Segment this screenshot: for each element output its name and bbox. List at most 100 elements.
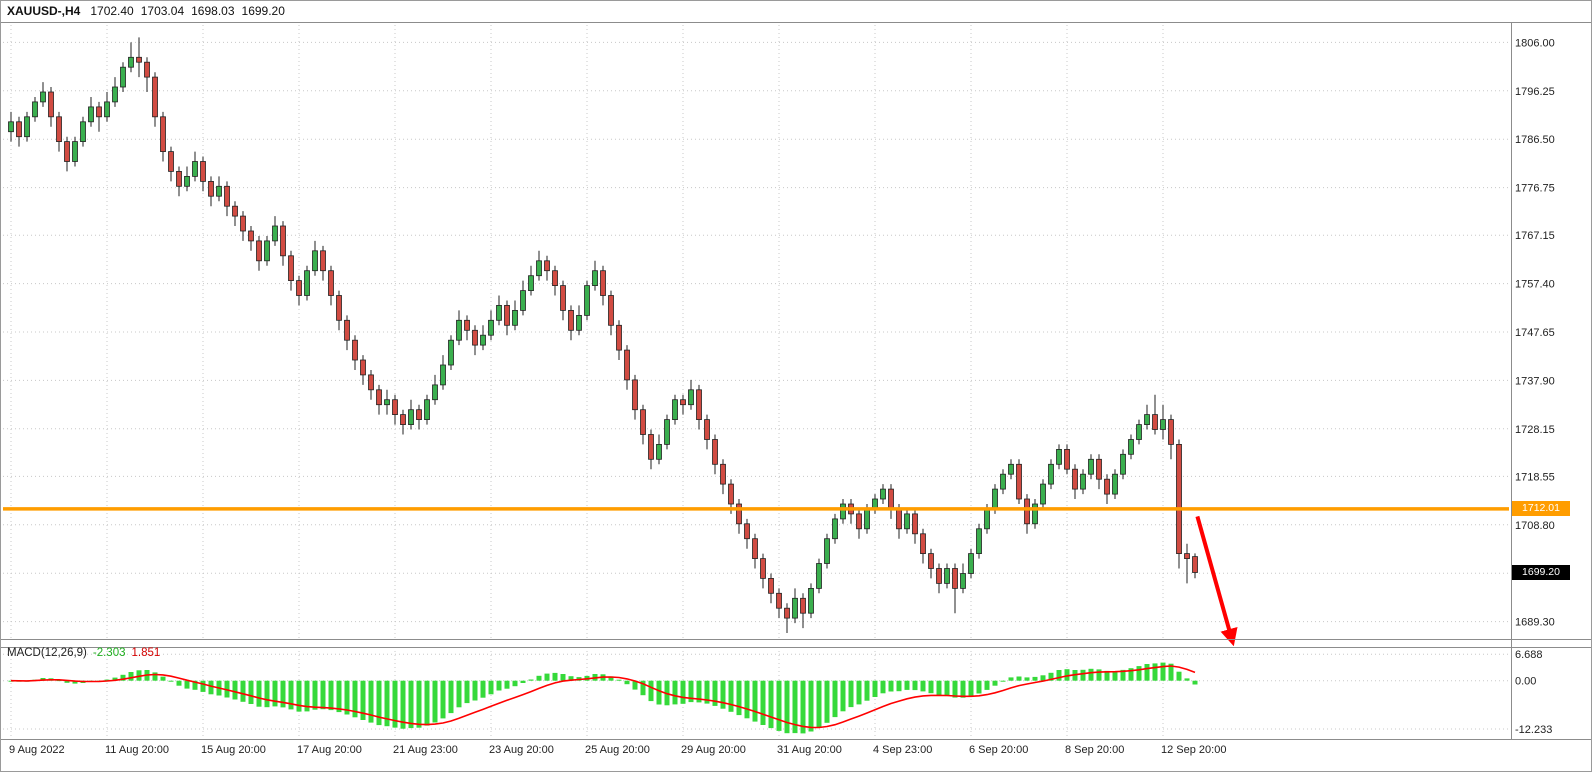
candle-body-down	[392, 399, 398, 416]
indicator-main-value: -2.303	[92, 647, 126, 659]
macd-histogram-bar	[1104, 670, 1110, 681]
price-axis-label: 1689.30	[1515, 617, 1555, 629]
macd-histogram-bar	[808, 680, 814, 732]
macd-histogram-bar	[1128, 668, 1134, 681]
macd-histogram-bar	[936, 680, 942, 696]
candle-body-down	[600, 270, 606, 296]
candle-body-down	[552, 270, 558, 287]
candle-body-up	[1088, 458, 1094, 475]
macd-histogram-bar	[312, 680, 318, 710]
candle-body-up	[184, 175, 190, 187]
candle-body-up	[904, 513, 910, 530]
price-axis-label: 1737.90	[1515, 375, 1555, 387]
candle-body-down	[1096, 458, 1102, 480]
candle-body-down	[1168, 419, 1174, 445]
macd-histogram-bar	[240, 680, 246, 702]
candle-body-down	[368, 374, 374, 391]
candle-body-up	[840, 503, 846, 520]
candle-body-up	[880, 488, 886, 500]
macd-histogram-bar	[656, 680, 662, 705]
candle-body-down	[136, 56, 142, 63]
candle-body-up	[576, 314, 582, 331]
price-axis-label: 1796.25	[1515, 86, 1555, 98]
candle-body-up	[808, 588, 814, 614]
macd-histogram-bar	[392, 680, 398, 728]
candle-body-up	[512, 309, 518, 326]
macd-histogram-bar	[200, 680, 206, 692]
grid-lines	[3, 25, 1509, 736]
macd-histogram-bar	[1000, 680, 1006, 682]
candle-body-down	[320, 250, 326, 272]
macd-histogram-bar	[672, 680, 678, 705]
candle-body-down	[400, 414, 406, 426]
macd-histogram-bar	[840, 680, 846, 712]
down-arrow-object[interactable]	[1195, 515, 1238, 647]
macd-histogram-bar	[432, 680, 438, 723]
candle-body-up	[8, 121, 14, 133]
macd-axis-label: -12.233	[1515, 724, 1552, 736]
candle-body-down	[176, 170, 182, 187]
macd-histogram-bar	[1032, 676, 1038, 681]
macd-axis-label: 6.688	[1515, 649, 1543, 661]
macd-histogram-bar	[872, 680, 878, 697]
candle-body-up	[976, 528, 982, 554]
candle-body-up	[40, 91, 46, 103]
arrow-line[interactable]	[1195, 515, 1238, 647]
time-axis-label: 29 Aug 20:00	[681, 744, 746, 756]
candle-body-down	[1024, 498, 1030, 525]
candle-body-down	[896, 508, 902, 530]
macd-histogram-bar	[464, 680, 470, 704]
macd-histogram-bar	[192, 680, 198, 690]
candle-body-up	[456, 319, 462, 341]
candle-body-up	[1048, 463, 1054, 485]
macd-histogram-bar	[688, 680, 694, 703]
candle-body-down	[160, 116, 166, 153]
macd-histogram-bar	[888, 680, 894, 692]
macd-histogram-bar	[832, 680, 838, 718]
candle-body-down	[240, 215, 246, 232]
macd-histogram-bar	[296, 680, 302, 712]
macd-histogram-bar	[1192, 680, 1198, 685]
candle-body-up	[944, 568, 950, 584]
candle-body-down	[712, 439, 718, 465]
candle-body-up	[1040, 483, 1046, 505]
candle-body-down	[1152, 414, 1158, 430]
candle-body-up	[408, 409, 414, 426]
macd-histogram-bar	[288, 680, 294, 710]
macd-histogram-bar	[1152, 663, 1158, 681]
panel-frame-lines	[1, 22, 1591, 740]
macd-histogram-bar	[928, 680, 934, 694]
macd-histogram-bar	[736, 680, 742, 716]
macd-histogram-bar	[384, 680, 390, 727]
candle-body-down	[704, 419, 710, 440]
macd-histogram-bar	[536, 675, 542, 681]
candle-body-down	[784, 607, 790, 619]
candle-body-up	[312, 250, 318, 272]
macd-histogram-bar	[424, 680, 430, 726]
candle-body-down	[352, 339, 358, 361]
interaction-areas	[1, 25, 1592, 762]
macd-histogram-bar	[328, 680, 334, 711]
macd-histogram-bar	[640, 680, 646, 696]
candlestick-series	[8, 37, 1198, 633]
candle-body-down	[624, 349, 630, 381]
macd-histogram-bar	[632, 680, 638, 690]
macd-histogram-bar	[304, 680, 310, 712]
candle-body-up	[984, 508, 990, 530]
candle-body-up	[72, 141, 78, 162]
candle-body-down	[336, 295, 342, 321]
candle-body-up	[960, 573, 966, 589]
macd-histogram-bar	[72, 680, 78, 684]
macd-histogram-bar	[1064, 669, 1070, 681]
candle-body-down	[720, 463, 726, 485]
macd-histogram-bar	[824, 680, 830, 723]
candle-body-up	[88, 106, 94, 123]
macd-histogram-bar	[952, 680, 958, 698]
macd-histogram-bar	[896, 680, 902, 692]
macd-histogram-bar	[1024, 677, 1030, 681]
candle-body-down	[776, 592, 782, 609]
quote-low: 1698.03	[191, 4, 235, 18]
macd-histogram-bar	[1048, 672, 1054, 681]
